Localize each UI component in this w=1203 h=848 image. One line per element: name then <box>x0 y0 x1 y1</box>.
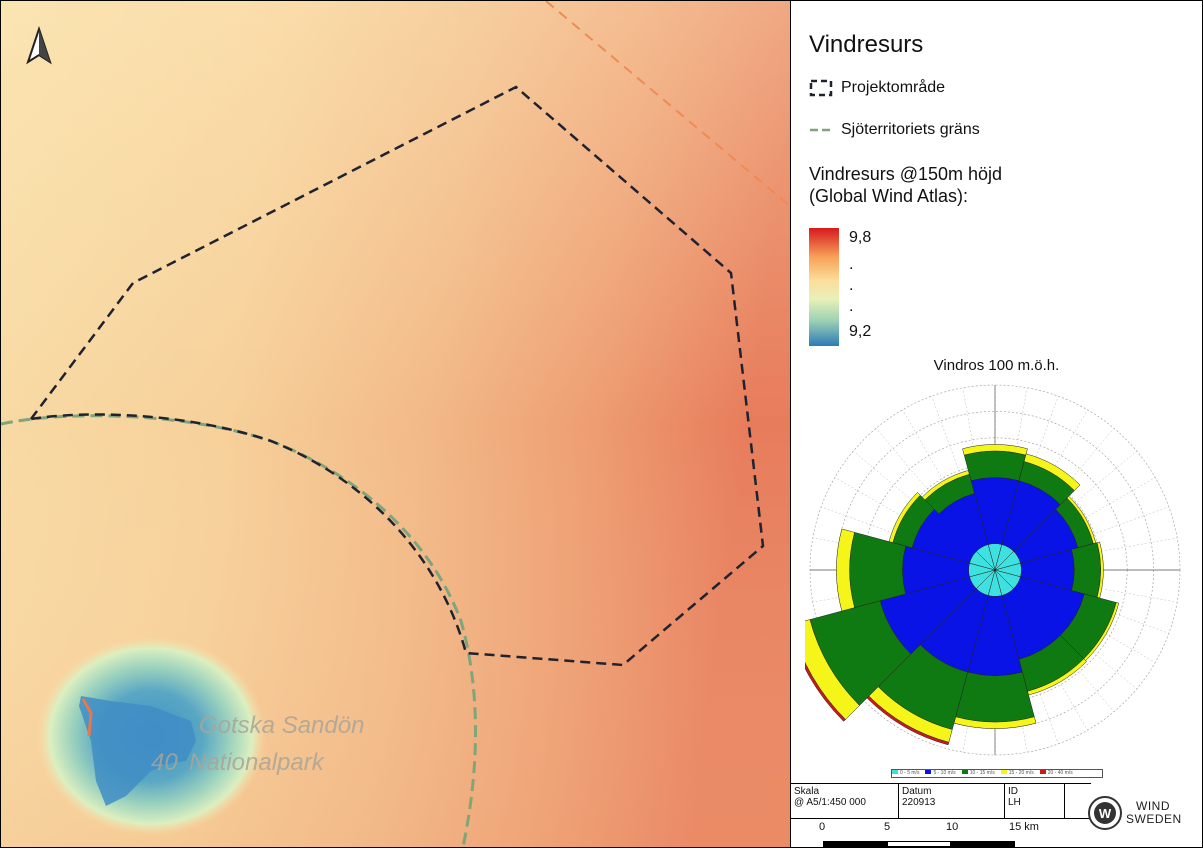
scale-segment <box>951 841 1015 847</box>
windrose-wedge <box>955 671 1035 723</box>
windrose-wedge <box>836 528 855 612</box>
scale-segment <box>823 841 887 847</box>
wind-resource-map[interactable] <box>1 1 790 847</box>
ramp-tick-label: . <box>849 277 854 294</box>
windrose-wedge <box>921 470 970 501</box>
scale-tick: 0 <box>819 821 826 833</box>
height-label: 40 <box>151 749 178 776</box>
legend-subtitle: Vindresurs @150m höjd (Global Wind Atlas… <box>809 163 1002 207</box>
windrose-wedge <box>962 444 1028 456</box>
windrose-wedge <box>963 450 1027 481</box>
windrose-chart <box>805 384 1181 756</box>
island-name-label: Gotska Sandön <box>199 712 365 739</box>
north-arrow-icon <box>26 25 52 65</box>
windrose-legend-entry: 10 - 15 m/s <box>961 770 995 776</box>
date-value: 220913 <box>902 797 936 808</box>
windrose-legend-label: 20 - 40 m/s <box>1047 770 1073 776</box>
island-shore <box>81 698 93 737</box>
logo-text: WIND SWEDEN <box>1126 800 1182 826</box>
logo-line2: SWEDEN <box>1126 812 1182 826</box>
windrose-wedge <box>1071 542 1101 598</box>
info-box: Skala @ A5/1:450 000 Datum 220913 ID LH <box>791 783 1091 819</box>
ramp-max-label: 9,8 <box>849 229 872 246</box>
id-cell: ID LH <box>1005 784 1065 818</box>
legend-label-project-area: Projektområde <box>841 79 946 96</box>
legend-subtitle-line2: (Global Wind Atlas): <box>809 186 969 206</box>
windrose-legend-label: 0 - 5 m/s <box>900 770 920 776</box>
id-label: ID <box>1008 786 1018 797</box>
windrose-legend-label: 10 - 15 m/s <box>969 770 995 776</box>
logo-w-icon: W <box>1088 796 1122 830</box>
id-value: LH <box>1008 797 1021 808</box>
date-label: Datum <box>902 786 932 797</box>
wind-sweden-logo: W WIND SWEDEN <box>1087 793 1197 833</box>
legend-panel: Vindresurs Projektområde Sjöterritoriets… <box>791 1 1202 847</box>
legend-item-sea-territory: Sjöterritoriets gräns <box>809 121 980 139</box>
ramp-min-label: 9,2 <box>849 323 872 340</box>
windrose-legend-swatch <box>892 770 898 774</box>
scale-tick: 15 km <box>1009 821 1039 833</box>
windrose-legend-swatch <box>925 770 932 774</box>
date-cell: Datum 220913 <box>899 784 1005 818</box>
scale-segment <box>887 841 951 847</box>
windrose-legend-label: 15 - 20 m/s <box>1008 770 1034 776</box>
windrose-wedge <box>805 662 846 722</box>
legend-title: Vindresurs <box>809 31 924 58</box>
sea-territory-boundary <box>1 414 477 847</box>
windrose-legend-entry: 0 - 5 m/s <box>892 770 919 776</box>
windrose-legend-entry: 5 - 10 m/s <box>925 770 956 776</box>
scale-tick: 5 <box>884 821 891 833</box>
windrose-wedge <box>888 492 921 543</box>
scale-tick: 10 <box>946 821 959 833</box>
svg-text:W: W <box>1099 806 1112 821</box>
legend-label-sea-territory: Sjöterritoriets gräns <box>841 121 980 138</box>
windrose-legend-swatch <box>961 770 968 774</box>
color-ramp <box>809 228 839 346</box>
island-shape <box>79 696 196 806</box>
park-name-label: Nationalpark <box>189 749 324 776</box>
windrose-wedge <box>1023 453 1081 491</box>
ramp-tick-label: . <box>849 298 854 315</box>
sea-territory-symbol-icon <box>810 128 832 132</box>
legend-subtitle-line1: Vindresurs @150m höjd <box>809 164 1003 184</box>
project-area-symbol-icon <box>809 79 833 97</box>
windrose-legend-entry: 15 - 20 m/s <box>1000 770 1034 776</box>
scale-cell: Skala @ A5/1:450 000 <box>791 784 899 818</box>
project-area-boundary[interactable] <box>28 85 765 667</box>
windrose-legend-label: 5 - 10 m/s <box>933 770 956 776</box>
windrose-legend-entry: 20 - 40 m/s <box>1039 770 1073 776</box>
windrose-legend-swatch <box>1039 770 1046 774</box>
logo-line1: WIND <box>1136 799 1170 813</box>
ramp-tick-label: . <box>849 256 854 273</box>
scale-value: @ A5/1:450 000 <box>794 797 866 808</box>
scale-bar: 0 5 10 15 km <box>791 819 1091 847</box>
windrose-legend: 0 - 5 m/s 5 - 10 m/s 10 - 15 m/s 15 - 20 m/… <box>891 769 1103 778</box>
legend-item-project-area: Projektområde <box>809 79 945 97</box>
windrose-legend-swatch <box>1000 770 1007 774</box>
orange-boundary-line <box>545 1 790 207</box>
scale-label: Skala <box>794 786 820 797</box>
windrose-title: Vindros 100 m.ö.h. <box>933 357 1060 374</box>
map-panel[interactable]: Gotska Sandön 40 Nationalpark <box>1 1 791 847</box>
